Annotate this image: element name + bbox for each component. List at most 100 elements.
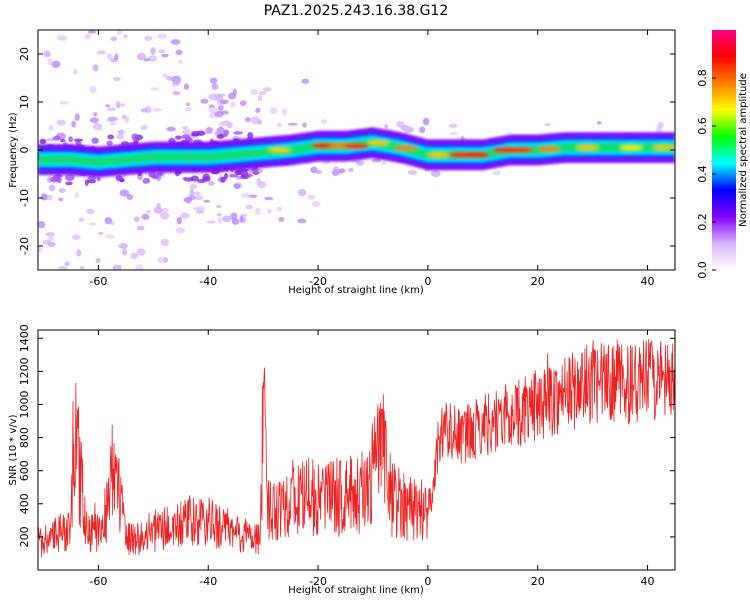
noise-cluster-blob [244, 173, 253, 178]
noise-cluster-blob [216, 134, 225, 139]
noise-blob [596, 121, 602, 125]
noise-cluster-blob [223, 173, 229, 180]
noise-cluster-blob [247, 131, 254, 139]
noise-blob [56, 119, 66, 126]
noise-blob [255, 107, 261, 114]
noise-cluster-blob [65, 181, 73, 186]
noise-cluster-blob [233, 131, 243, 135]
noise-cluster-blob [59, 138, 66, 143]
noise-cluster-blob [235, 169, 242, 176]
noise-blob [78, 217, 85, 222]
snr-y-tick-label: 600 [18, 460, 31, 481]
noise-blob [338, 168, 346, 174]
snr-y-tick-label: 1000 [18, 390, 31, 418]
snr-y-tick-label: 200 [18, 526, 31, 547]
snr-y-tick-label: 800 [18, 427, 31, 448]
noise-blob [185, 102, 190, 107]
noise-blob [157, 33, 168, 39]
noise-blob [240, 193, 251, 198]
colorbar-tick-label: 0.0 [696, 261, 709, 279]
noise-blob [230, 212, 238, 221]
noise-blob [216, 204, 222, 208]
noise-blob [214, 110, 224, 118]
noise-blob [130, 252, 139, 260]
spectrogram-panel: -60 -40 -20 0 20 40 -20 -10 0 10 20 Height of str… [8, 29, 676, 296]
noise-blob [348, 167, 354, 173]
noise-blob [51, 60, 61, 68]
noise-cluster-blob [131, 133, 139, 140]
ridge-hotspot [344, 143, 369, 149]
noise-blob [278, 217, 285, 222]
noise-cluster-blob [73, 138, 84, 142]
noise-blob [48, 184, 56, 192]
noise-blob [281, 108, 288, 116]
noise-blob [159, 211, 170, 220]
colorbar-bar [712, 30, 736, 270]
snr-series-line [38, 338, 675, 558]
noise-blob [89, 117, 100, 123]
noise-cluster-blob [182, 176, 189, 181]
noise-blob [150, 87, 160, 91]
noise-blob [448, 123, 458, 128]
noise-blob [657, 121, 664, 129]
noise-blob [267, 208, 272, 214]
noise-cluster-blob [68, 136, 74, 143]
noise-blob [140, 107, 149, 113]
ridge-blob [203, 155, 214, 160]
noise-blob [116, 30, 123, 35]
noise-blob [419, 126, 426, 134]
noise-blob [183, 83, 190, 91]
snr-ylabel: SNR (10 * v/v) [8, 414, 19, 485]
spectrogram-x-tick-label: -40 [199, 275, 217, 288]
spectrogram-xlabel: Height of straight line (km) [288, 285, 424, 296]
noise-blob [231, 218, 240, 225]
noise-blob [157, 256, 165, 264]
noise-blob [112, 76, 121, 82]
noise-blob [222, 215, 232, 223]
noise-blob [166, 75, 173, 81]
noise-cluster-blob [107, 134, 115, 140]
noise-cluster-blob [115, 175, 123, 180]
noise-blob [59, 100, 70, 105]
noise-blob [71, 120, 77, 128]
noise-blob [96, 50, 106, 55]
spectrogram-x-tick-label: 40 [641, 275, 655, 288]
noise-blob [116, 133, 125, 140]
ridge-blob [148, 155, 159, 160]
noise-cluster-blob [87, 179, 97, 184]
noise-blob [158, 49, 166, 54]
noise-blob [232, 88, 237, 96]
ridge-hotspot [267, 147, 292, 153]
noise-blob [217, 217, 223, 225]
noise-blob [208, 106, 218, 114]
noise-blob [380, 161, 387, 166]
ridge-hotspot [448, 152, 473, 158]
ridge-hotspot [575, 145, 600, 151]
noise-blob [384, 124, 389, 129]
noise-blob [140, 125, 148, 130]
spectrogram-x-ticks: -60 -40 -20 0 20 40 [89, 30, 655, 288]
snr-x-tick-label: -60 [89, 575, 107, 588]
noise-blob [407, 169, 418, 176]
noise-blob [176, 217, 182, 225]
ridge-hotspot [536, 146, 561, 152]
noise-blob [182, 126, 188, 130]
noise-blob [250, 116, 261, 125]
ridge-band-green [38, 138, 675, 167]
noise-blob [211, 82, 217, 90]
noise-blob [371, 158, 382, 163]
noise-blob [311, 200, 321, 207]
noise-blob [160, 238, 170, 247]
noise-cluster-blob [96, 176, 101, 182]
noise-blob [107, 107, 117, 112]
noise-blob [206, 220, 216, 224]
spectrogram-y-tick-label: -10 [18, 189, 31, 207]
noise-blob [209, 77, 218, 84]
colorbar-tick-label: 0.8 [696, 69, 709, 87]
noise-blob [296, 218, 307, 224]
noise-blob [122, 248, 127, 256]
spectrogram-ridge [38, 127, 675, 178]
noise-blob [195, 210, 204, 214]
noise-blob [302, 122, 307, 128]
